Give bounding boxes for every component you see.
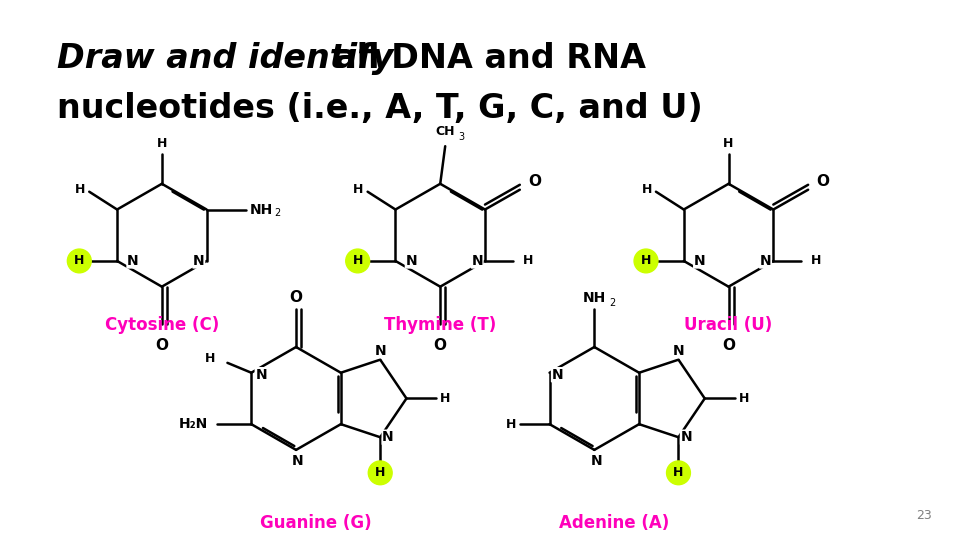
- Text: N: N: [552, 368, 564, 382]
- Text: H: H: [74, 254, 84, 267]
- Text: H: H: [724, 137, 733, 150]
- Text: Draw and identify: Draw and identify: [58, 42, 394, 76]
- Text: O: O: [290, 291, 302, 306]
- Text: N: N: [694, 254, 706, 268]
- Text: H: H: [353, 183, 364, 196]
- Text: H: H: [205, 353, 215, 366]
- Text: N: N: [759, 254, 771, 268]
- Text: N: N: [193, 254, 204, 268]
- Text: H: H: [641, 183, 652, 196]
- Text: H: H: [673, 467, 684, 480]
- Text: H: H: [738, 392, 749, 405]
- Text: 2: 2: [275, 208, 280, 219]
- Text: O: O: [816, 174, 829, 190]
- Text: 2: 2: [610, 299, 615, 308]
- Text: O: O: [156, 338, 168, 353]
- Text: N: N: [590, 454, 602, 468]
- Text: Guanine (G): Guanine (G): [260, 514, 372, 532]
- Text: all DNA and RNA: all DNA and RNA: [311, 42, 646, 76]
- Circle shape: [666, 461, 690, 485]
- Circle shape: [346, 249, 370, 273]
- Circle shape: [369, 461, 392, 485]
- Text: O: O: [434, 338, 446, 353]
- Text: 23: 23: [917, 509, 932, 522]
- Text: Thymine (T): Thymine (T): [384, 316, 496, 334]
- Text: NH: NH: [250, 202, 273, 217]
- Circle shape: [67, 249, 91, 273]
- Text: Uracil (U): Uracil (U): [684, 316, 773, 334]
- Text: H: H: [75, 183, 85, 196]
- Text: N: N: [681, 430, 692, 444]
- Text: N: N: [292, 454, 304, 468]
- Text: 3: 3: [458, 132, 465, 142]
- Text: H₂N: H₂N: [179, 417, 207, 431]
- Text: N: N: [382, 430, 394, 444]
- Text: Adenine (A): Adenine (A): [559, 514, 669, 532]
- Text: N: N: [405, 254, 417, 268]
- Text: N: N: [255, 368, 267, 382]
- Text: H: H: [352, 254, 363, 267]
- Text: H: H: [375, 467, 385, 480]
- Text: H: H: [441, 392, 450, 405]
- Text: nucleotides (i.e., A, T, G, C, and U): nucleotides (i.e., A, T, G, C, and U): [58, 92, 704, 125]
- Text: N: N: [673, 343, 684, 357]
- Text: CH: CH: [436, 125, 455, 138]
- Text: N: N: [471, 254, 483, 268]
- Text: H: H: [811, 254, 822, 267]
- Text: NH: NH: [583, 292, 606, 306]
- Text: H: H: [156, 137, 167, 150]
- Text: H: H: [523, 254, 533, 267]
- Text: O: O: [722, 338, 735, 353]
- Circle shape: [634, 249, 658, 273]
- Text: N: N: [374, 343, 386, 357]
- Text: N: N: [127, 254, 138, 268]
- Text: Cytosine (C): Cytosine (C): [105, 316, 219, 334]
- Text: H: H: [641, 254, 651, 267]
- Text: O: O: [528, 174, 540, 190]
- Text: H: H: [505, 417, 516, 431]
